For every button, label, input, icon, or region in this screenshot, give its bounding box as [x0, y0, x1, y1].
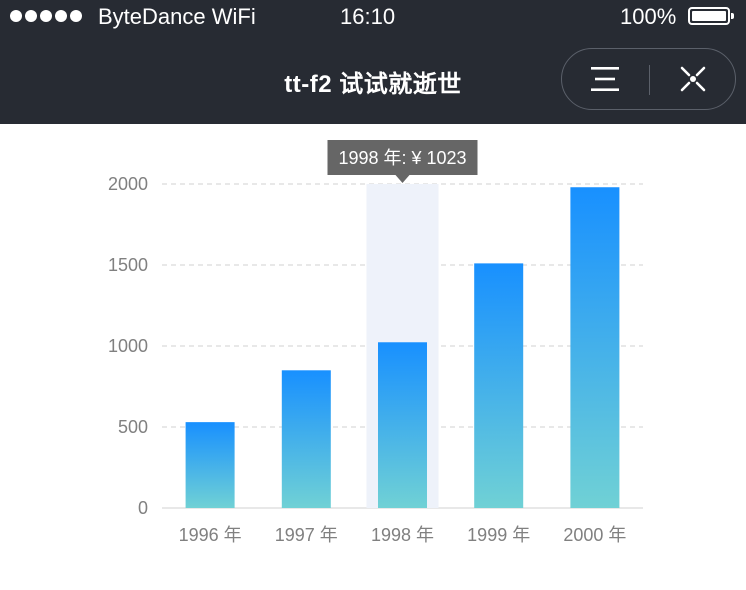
- y-tick-label: 1000: [108, 336, 148, 356]
- bar-chart[interactable]: 0 500 1000 1500 2000 1996 年 1997 年 1998 年 1999 …: [0, 124, 746, 590]
- bar[interactable]: [570, 187, 620, 509]
- menu-button[interactable]: [562, 49, 648, 109]
- navigation-bar: tt-f2 试试就逝世: [0, 34, 746, 124]
- y-tick-label: 0: [138, 498, 148, 518]
- tooltip-box: [327, 140, 478, 175]
- tooltip-arrow: [395, 175, 410, 183]
- status-bar: ByteDance WiFi 16:10 100%: [0, 0, 746, 34]
- tooltip-text: 1998 年: ¥ 1023: [338, 148, 466, 168]
- menu-icon: [591, 67, 619, 91]
- status-time: 16:10: [340, 4, 396, 29]
- page-title: tt-f2 试试就逝世: [284, 71, 462, 98]
- capsule-divider: [649, 65, 650, 95]
- y-tick-label: 2000: [108, 174, 148, 194]
- x-tick-label: 2000 年: [563, 525, 626, 545]
- battery-icon: [688, 7, 734, 25]
- x-tick-label: 1996 年: [179, 525, 242, 545]
- y-tick-label: 500: [118, 417, 148, 437]
- chart-tooltip: 1998 年: ¥ 1023: [327, 140, 478, 183]
- carrier-name: ByteDance WiFi: [98, 4, 256, 29]
- x-tick-label: 1998 年: [371, 525, 434, 545]
- x-tick-label: 1999 年: [467, 525, 530, 545]
- chart-canvas[interactable]: 0 500 1000 1500 2000 1996 年 1997 年 1998 年 1999 …: [0, 124, 746, 590]
- x-tick-label: 1997 年: [275, 525, 338, 545]
- close-button[interactable]: [650, 49, 736, 109]
- y-tick-label: 1500: [108, 255, 148, 275]
- bar[interactable]: [378, 342, 427, 508]
- bar[interactable]: [474, 263, 524, 508]
- bar[interactable]: [185, 422, 235, 508]
- bar[interactable]: [281, 370, 331, 508]
- close-icon: [680, 66, 706, 92]
- signal-strength-icon: [10, 10, 82, 22]
- battery-percentage: 100%: [620, 4, 677, 29]
- mini-program-capsule: [561, 48, 736, 110]
